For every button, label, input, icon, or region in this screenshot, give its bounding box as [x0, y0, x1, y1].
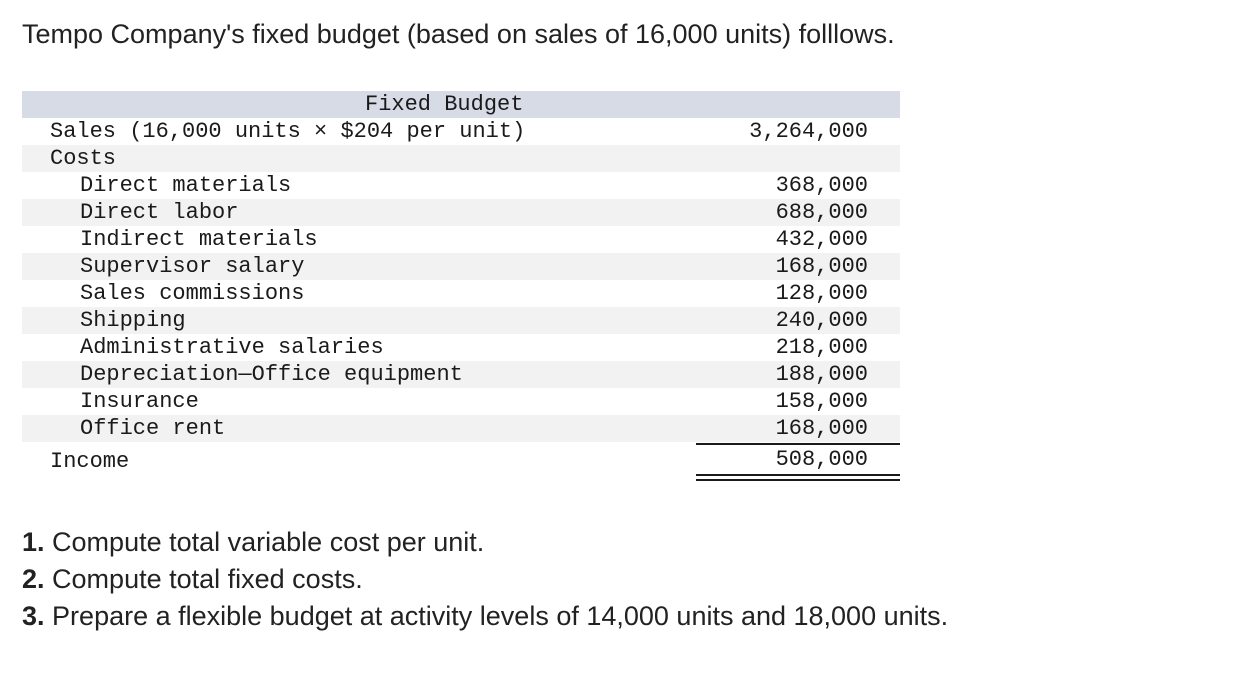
- costs-heading-row: Costs: [22, 145, 900, 172]
- cost-amount: 240,000: [775, 308, 868, 333]
- total-double-rule: [696, 474, 900, 481]
- question-text: Compute total variable cost per unit.: [52, 527, 485, 557]
- column-title: Fixed Budget: [365, 92, 524, 117]
- question-item: 1. Compute total variable cost per unit.: [22, 524, 948, 561]
- cost-amount: 432,000: [775, 227, 868, 252]
- sales-label: Sales (16,000 units × $204 per unit): [50, 119, 526, 144]
- cost-label: Sales commissions: [80, 281, 305, 306]
- subtotal-rule: [696, 443, 900, 445]
- cost-label: Indirect materials: [80, 227, 318, 252]
- income-row: Income 508,000: [22, 442, 900, 482]
- cost-row: Office rent 168,000: [22, 415, 900, 442]
- cost-amount: 688,000: [775, 200, 868, 225]
- question-number: 3.: [22, 601, 45, 631]
- cost-row: Sales commissions 128,000: [22, 280, 900, 307]
- cost-label: Administrative salaries: [80, 335, 384, 360]
- fixed-budget-table: Fixed Budget Sales (16,000 units × $204 …: [22, 91, 900, 482]
- cost-label: Supervisor salary: [80, 254, 305, 279]
- question-number: 2.: [22, 564, 45, 594]
- income-amount: 508,000: [775, 447, 868, 472]
- cost-label: Direct labor: [80, 200, 239, 225]
- cost-label: Direct materials: [80, 173, 292, 198]
- question-item: 2. Compute total fixed costs.: [22, 561, 948, 598]
- cost-amount: 168,000: [775, 254, 868, 279]
- income-label: Income: [50, 449, 130, 474]
- cost-row: Insurance 158,000: [22, 388, 900, 415]
- cost-row: Depreciation—Office equipment 188,000: [22, 361, 900, 388]
- cost-row: Indirect materials 432,000: [22, 226, 900, 253]
- cost-amount: 188,000: [775, 362, 868, 387]
- question-item: 3. Prepare a flexible budget at activity…: [22, 598, 948, 635]
- table-header: Fixed Budget: [22, 91, 900, 118]
- cost-row: Direct labor 688,000: [22, 199, 900, 226]
- sales-row: Sales (16,000 units × $204 per unit) 3,2…: [22, 118, 900, 145]
- cost-row: Supervisor salary 168,000: [22, 253, 900, 280]
- cost-label: Shipping: [80, 308, 186, 333]
- cost-row: Shipping 240,000: [22, 307, 900, 334]
- costs-label: Costs: [50, 146, 117, 171]
- cost-label: Insurance: [80, 389, 199, 414]
- cost-amount: 218,000: [775, 335, 868, 360]
- cost-amount: 368,000: [775, 173, 868, 198]
- question-text: Compute total fixed costs.: [52, 564, 363, 594]
- problem-intro: Tempo Company's fixed budget (based on s…: [22, 19, 895, 49]
- cost-amount: 158,000: [775, 389, 868, 414]
- cost-label: Office rent: [80, 416, 226, 441]
- question-text: Prepare a flexible budget at activity le…: [52, 601, 949, 631]
- cost-row: Administrative salaries 218,000: [22, 334, 900, 361]
- cost-amount: 128,000: [775, 281, 868, 306]
- question-number: 1.: [22, 527, 45, 557]
- sales-amount: 3,264,000: [749, 119, 868, 144]
- cost-amount: 168,000: [775, 416, 868, 441]
- cost-label: Depreciation—Office equipment: [80, 362, 463, 387]
- question-list: 1. Compute total variable cost per unit.…: [22, 524, 948, 635]
- cost-row: Direct materials 368,000: [22, 172, 900, 199]
